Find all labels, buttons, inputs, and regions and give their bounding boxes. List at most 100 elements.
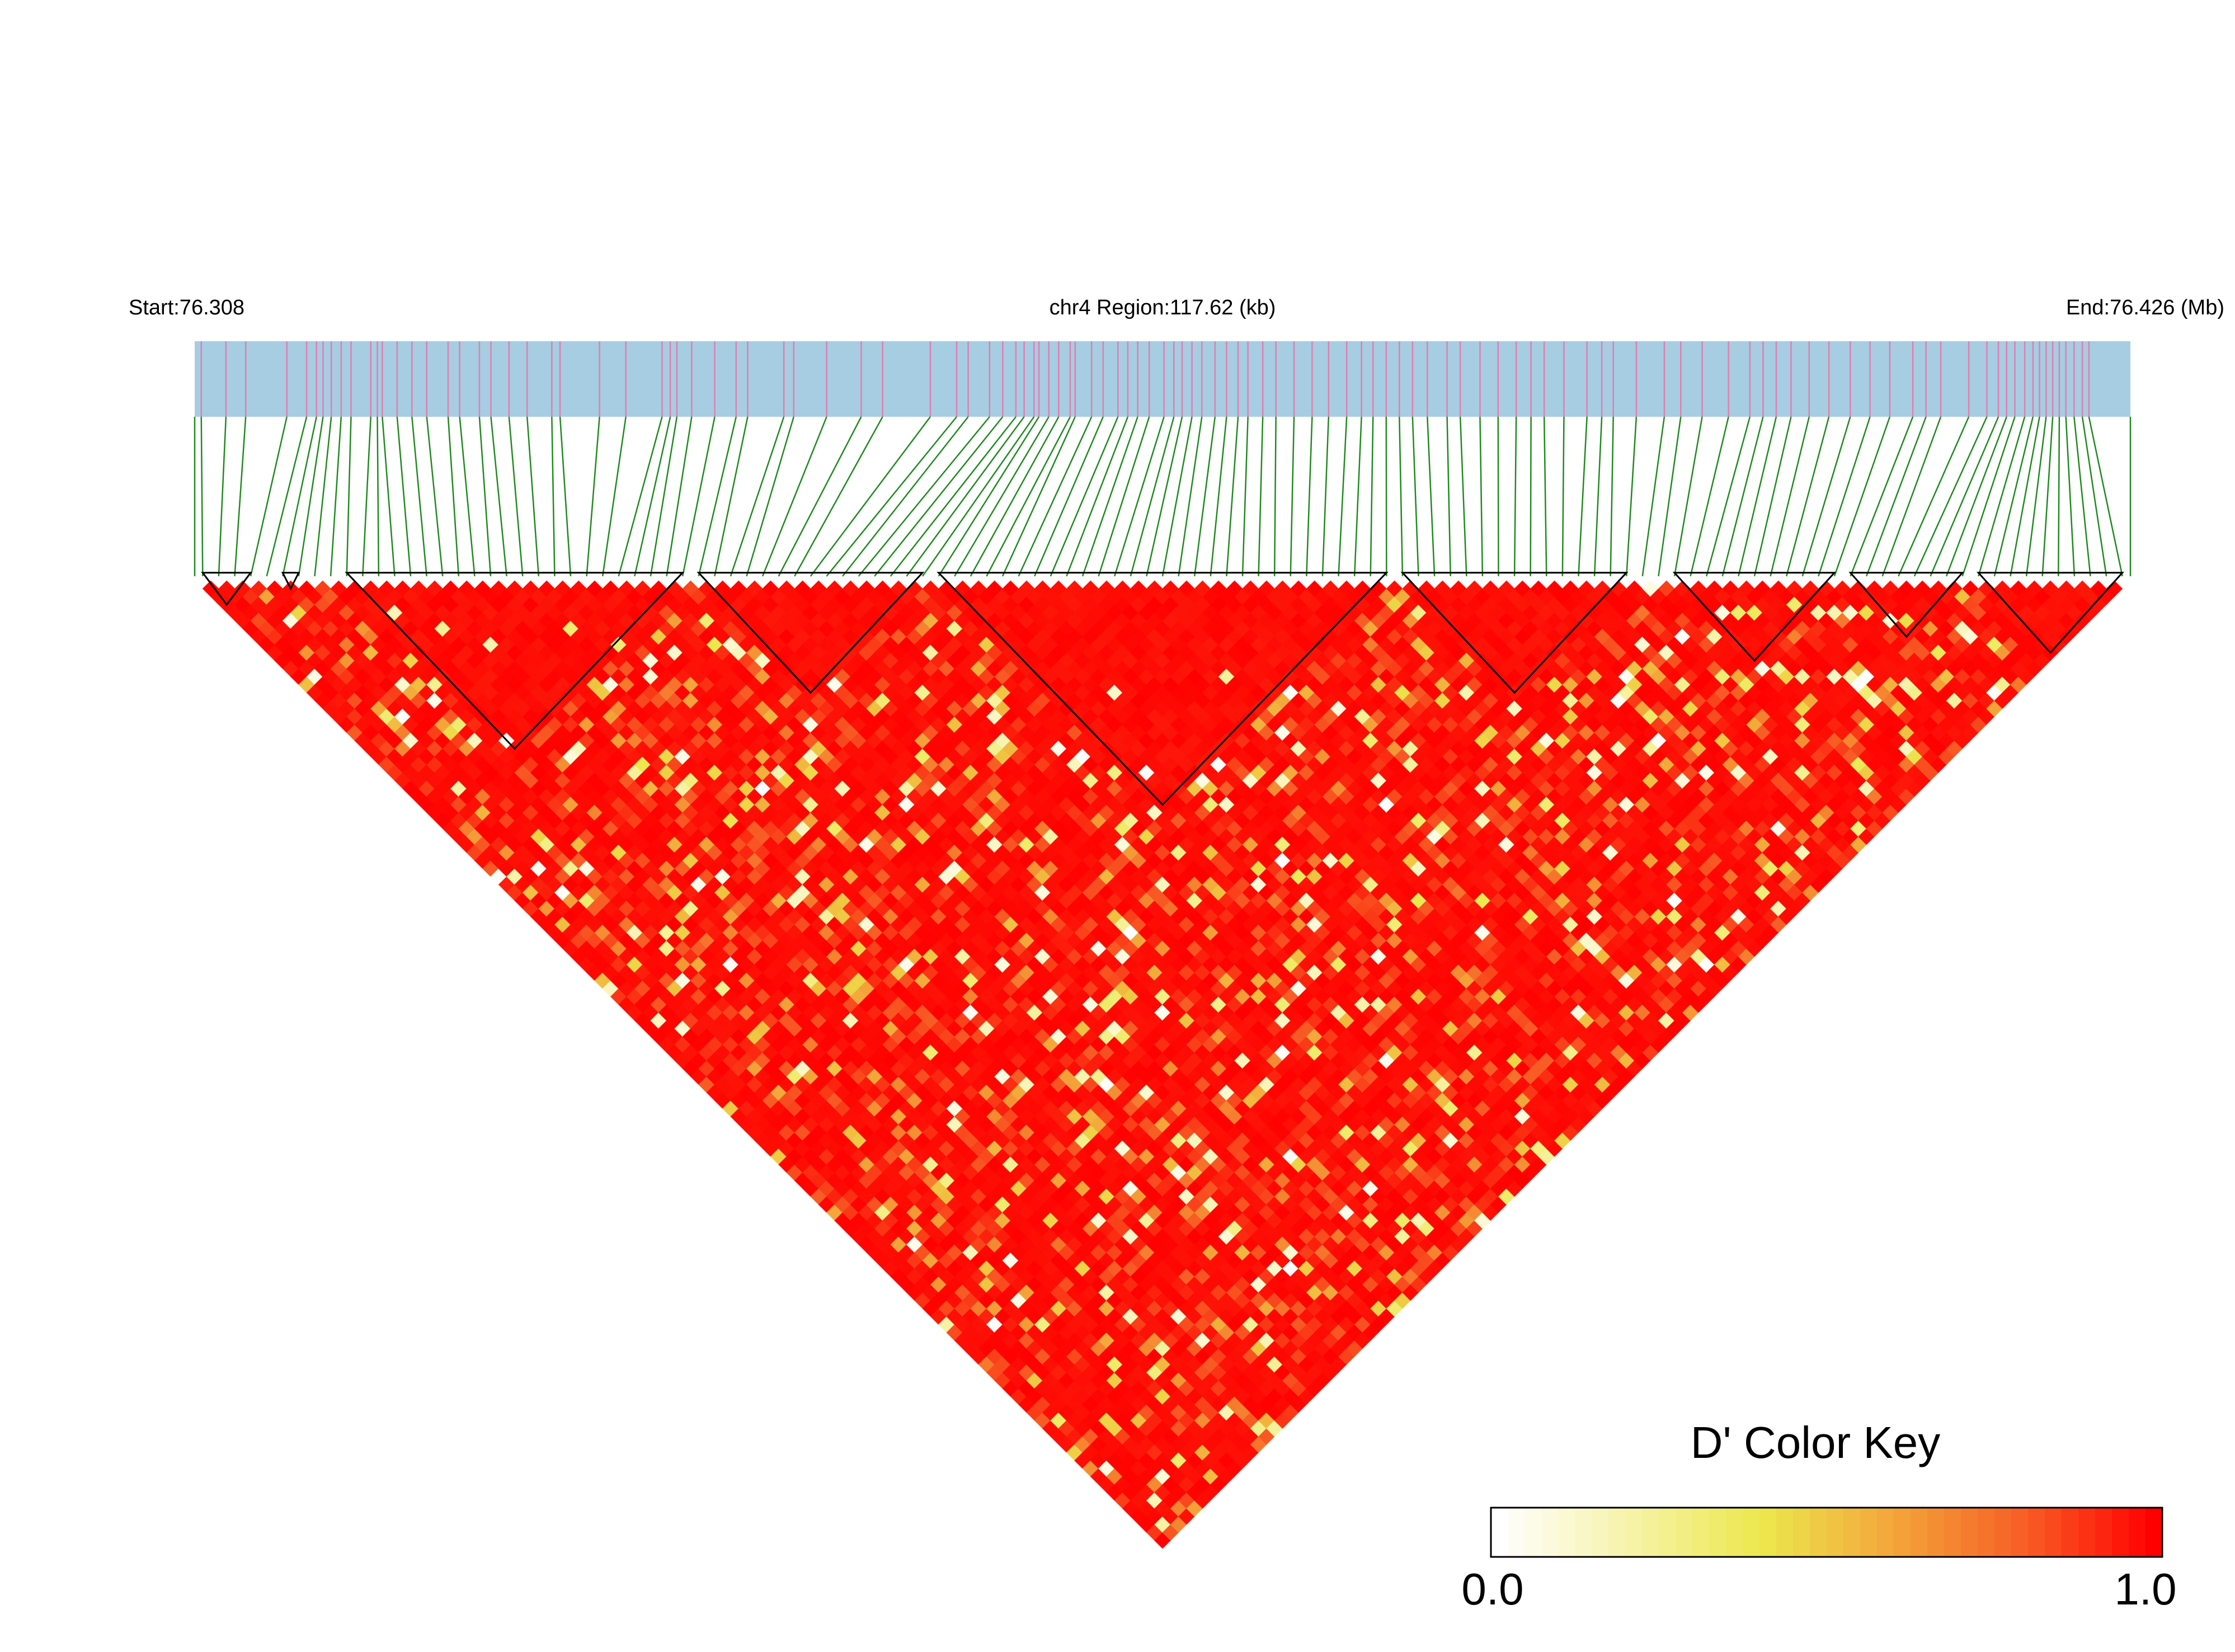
track-background xyxy=(195,341,2130,417)
snp-connector xyxy=(986,416,1071,577)
snp-connector xyxy=(1673,416,1703,577)
start-label: Start:76.308 xyxy=(129,296,244,319)
snp-connector xyxy=(1706,416,1751,577)
snp-connector xyxy=(618,416,663,577)
snp-connector xyxy=(634,416,671,577)
snp-connector xyxy=(826,416,957,577)
snp-connector xyxy=(1459,416,1467,577)
snp-connector xyxy=(1690,416,1729,577)
snp-connector xyxy=(1881,416,1942,577)
snp-connector xyxy=(361,416,372,577)
snp-connector xyxy=(922,416,1035,577)
snp-connector xyxy=(508,416,524,577)
snp-connector xyxy=(1130,416,1175,577)
snp-connector xyxy=(1578,416,1588,577)
snp-connector xyxy=(1658,416,1682,577)
snp-connector xyxy=(1258,416,1264,577)
snp-connector xyxy=(1721,416,1764,577)
snp-connector xyxy=(1738,416,1777,577)
snp-connector xyxy=(761,416,827,577)
snp-connector xyxy=(1961,416,2016,577)
snp-connector xyxy=(1081,416,1138,577)
snp-connector xyxy=(1850,416,1914,577)
snp-connector xyxy=(1593,416,1603,577)
snp-connector xyxy=(1513,416,1517,577)
snp-connector xyxy=(1785,416,1830,577)
ld-cells xyxy=(202,580,2123,1549)
snp-connector xyxy=(1018,416,1093,577)
snp-connector xyxy=(1161,416,1193,577)
snp-connector xyxy=(1066,416,1129,577)
end-label: End:76.426 (Mb) xyxy=(2066,296,2224,319)
snp-connector xyxy=(1146,416,1183,577)
snp-connector xyxy=(601,416,627,577)
snp-connector xyxy=(1178,416,1203,577)
snp-connector xyxy=(681,416,716,577)
snp-connector xyxy=(1543,416,1547,577)
snp-connector xyxy=(778,416,862,577)
snp-connector xyxy=(1818,416,1871,577)
snp-connector xyxy=(346,416,352,577)
snp-connector xyxy=(1290,416,1295,577)
snp-connector xyxy=(1561,416,1565,577)
snp-connector xyxy=(1801,416,1851,577)
snp-position-track xyxy=(195,341,2130,417)
snp-connector xyxy=(714,416,749,577)
snp-connector xyxy=(1866,416,1927,577)
snp-connector xyxy=(2010,416,2040,577)
snp-connector xyxy=(234,416,247,577)
snp-connector xyxy=(396,416,412,577)
header-labels: Start:76.308 chr4 Region:117.62 (kb) End… xyxy=(129,296,2224,319)
snp-connector xyxy=(906,416,1025,577)
snp-connector xyxy=(970,416,1060,577)
snp-connector xyxy=(1370,416,1374,577)
snp-connector xyxy=(1626,416,1638,577)
snp-connector xyxy=(1226,416,1239,577)
snp-connector xyxy=(730,416,785,577)
snp-connector xyxy=(2041,416,2054,577)
snp-connector xyxy=(1353,416,1362,577)
snp-connector xyxy=(1338,416,1348,577)
snp-connector xyxy=(1427,416,1436,577)
snp-connector xyxy=(1034,416,1104,577)
snp-connector xyxy=(2088,416,2123,577)
snp-connector xyxy=(526,416,540,577)
snp-connector xyxy=(250,416,288,577)
snp-connector xyxy=(411,416,427,577)
snp-connector xyxy=(1050,416,1119,577)
snp-connector xyxy=(490,416,507,577)
snp-connector xyxy=(1753,416,1792,577)
snp-connector xyxy=(426,416,444,577)
snp-connector xyxy=(200,416,204,577)
snp-connector xyxy=(559,416,572,577)
snp-connector xyxy=(1913,416,1988,577)
snp-connector xyxy=(666,416,693,577)
snp-connector xyxy=(1945,416,2007,577)
snp-connector xyxy=(890,416,1017,577)
snp-ticks xyxy=(200,341,2090,417)
snp-connector xyxy=(382,416,396,577)
snp-connector xyxy=(1306,416,1313,577)
snp-connector xyxy=(1411,416,1419,577)
snp-connector-lines xyxy=(194,416,2132,577)
snp-connector xyxy=(586,416,600,577)
snp-connector xyxy=(218,416,227,577)
snp-connector xyxy=(1193,416,1216,577)
snp-connector xyxy=(266,416,308,577)
snp-connector xyxy=(551,416,556,577)
snp-connector xyxy=(938,416,1040,577)
snp-connector xyxy=(2065,416,2076,577)
snp-connector xyxy=(1610,416,1614,577)
snp-connector xyxy=(954,416,1050,577)
snp-connector xyxy=(1770,416,1810,577)
snp-connector xyxy=(330,416,342,577)
snp-connector xyxy=(1098,416,1150,577)
snp-connector xyxy=(1898,416,1970,577)
snp-connector xyxy=(1641,416,1665,577)
snp-connector xyxy=(298,416,324,577)
snp-connector xyxy=(650,416,678,577)
snp-connector xyxy=(2073,416,2091,577)
snp-connector xyxy=(2081,416,2107,577)
snp-connector xyxy=(1497,416,1499,577)
